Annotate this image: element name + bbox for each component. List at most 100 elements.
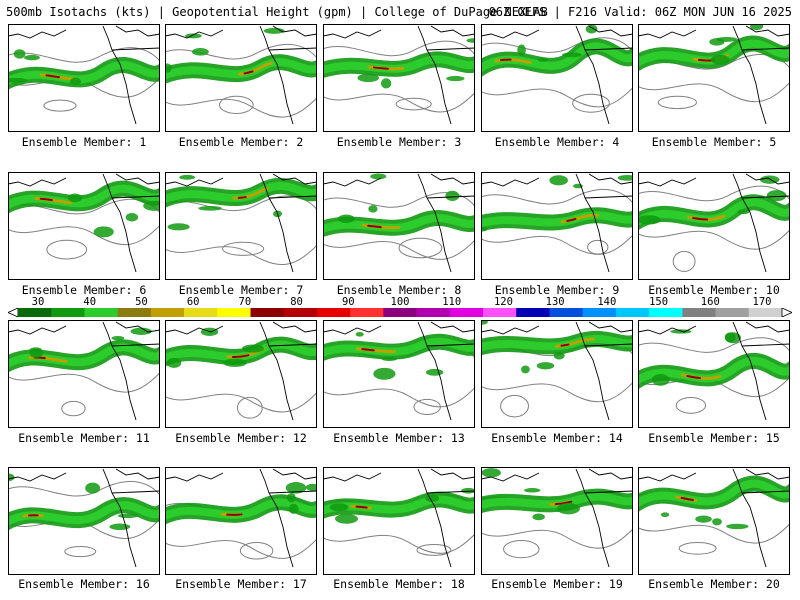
isotach-jet xyxy=(638,175,790,231)
colorbar-swatch xyxy=(117,308,152,317)
ensemble-panel-14 xyxy=(481,320,633,428)
colorbar-swatch xyxy=(18,308,52,317)
coastlines xyxy=(165,25,317,125)
height-contours xyxy=(323,40,475,113)
ensemble-member-label: Ensemble Member: 1 xyxy=(21,135,147,149)
height-contours xyxy=(323,192,475,260)
title-right: 06Z GEFS | F216 Valid: 06Z MON JUN 16 20… xyxy=(488,5,792,19)
coastlines xyxy=(638,321,790,421)
map-plot xyxy=(323,24,475,132)
coastlines xyxy=(323,25,475,125)
ensemble-panel-20 xyxy=(638,467,790,575)
ensemble-member-label: Ensemble Member: 4 xyxy=(494,135,620,149)
ensemble-member-label: Ensemble Member: 19 xyxy=(491,577,623,591)
isotach-jet xyxy=(165,174,317,231)
colorbar-tick-label: 80 xyxy=(290,296,303,308)
ensemble-member-label: Ensemble Member: 9 xyxy=(494,283,620,297)
ensemble-member-label: Ensemble Member: 18 xyxy=(333,577,465,591)
colorbar-swatch xyxy=(416,308,451,317)
ensemble-panel-7 xyxy=(165,172,317,280)
isotach-jet xyxy=(481,174,633,232)
colorbar-swatch xyxy=(250,308,285,317)
ensemble-panel-12 xyxy=(165,320,317,428)
isotach-jet xyxy=(165,482,317,525)
colorbar-tick-label: 60 xyxy=(186,296,200,308)
coastlines xyxy=(481,173,633,273)
coastlines xyxy=(8,321,160,421)
colorbar-tick-label: 30 xyxy=(31,296,45,308)
map-plot xyxy=(165,24,317,132)
ensemble-member-label: Ensemble Member: 5 xyxy=(651,135,777,149)
colorbar-tick-label: 110 xyxy=(442,296,462,308)
ensemble-panel-13 xyxy=(323,320,475,428)
map-plot xyxy=(8,320,160,428)
ensemble-member-label: Ensemble Member: 10 xyxy=(648,283,780,297)
colorbar-swatch xyxy=(84,308,118,317)
colorbar-swatch xyxy=(217,308,251,317)
colorbar-swatch xyxy=(483,308,517,317)
ensemble-member-label: Ensemble Member: 17 xyxy=(175,577,307,591)
height-contours xyxy=(8,47,160,112)
colorbar-tick-label: 100 xyxy=(390,296,410,308)
isotach-jet xyxy=(638,329,790,390)
coastlines xyxy=(323,468,475,568)
map-plot xyxy=(638,172,790,280)
ensemble-panel-8 xyxy=(323,172,475,280)
map-plot xyxy=(8,172,160,280)
height-contours xyxy=(481,188,633,255)
ensemble-member-label: Ensemble Member: 16 xyxy=(18,577,150,591)
map-plot xyxy=(481,172,633,280)
map-plot xyxy=(481,24,633,132)
ensemble-panel-2 xyxy=(165,24,317,132)
ensemble-panel-19 xyxy=(481,467,633,575)
colorbar-tick-label: 150 xyxy=(649,296,669,308)
isotach-jet xyxy=(481,24,633,78)
colorbar-swatch xyxy=(184,308,218,317)
colorbar-tick-label: 130 xyxy=(545,296,565,308)
coastlines xyxy=(638,173,790,273)
isotach-jet xyxy=(8,473,160,531)
coastlines xyxy=(165,173,317,273)
isotach-jet xyxy=(323,38,475,89)
colorbar-swatch xyxy=(350,308,384,317)
colorbar-swatch xyxy=(383,308,417,317)
map-plot xyxy=(323,320,475,428)
map-plot xyxy=(638,24,790,132)
colorbar-swatch xyxy=(682,308,716,317)
ensemble-member-label: Ensemble Member: 14 xyxy=(491,431,623,445)
colorbar-tick-label: 40 xyxy=(83,296,97,308)
colorbar-swatch xyxy=(516,308,550,317)
coastlines xyxy=(481,321,633,421)
ensemble-member-label: Ensemble Member: 8 xyxy=(336,283,462,297)
colorbar-swatch xyxy=(51,308,85,317)
map-plot xyxy=(165,172,317,280)
coastlines xyxy=(8,468,160,568)
isotach-jet xyxy=(8,327,160,373)
ensemble-member-label: Ensemble Member: 2 xyxy=(178,135,304,149)
ensemble-panel-4 xyxy=(481,24,633,132)
coastlines xyxy=(323,321,475,421)
colorbar-swatch xyxy=(715,308,750,317)
height-contours xyxy=(638,185,790,272)
ensemble-member-label: Ensemble Member: 13 xyxy=(333,431,465,445)
map-plot xyxy=(638,467,790,575)
coastlines xyxy=(481,25,633,125)
colorbar-swatch xyxy=(549,308,583,317)
ensemble-panel-5 xyxy=(638,24,790,132)
map-plot xyxy=(481,467,633,575)
colorbar-swatch xyxy=(283,308,318,317)
title-left: 500mb Isotachs (kts) | Geopotential Heig… xyxy=(6,5,548,19)
isotach-jet xyxy=(481,468,633,521)
map-plot xyxy=(323,467,475,575)
colorbar-swatch xyxy=(615,308,650,317)
colorbar-swatch xyxy=(649,308,683,317)
map-plot xyxy=(165,467,317,575)
colorbar-max-arrow xyxy=(781,308,792,317)
map-plot xyxy=(323,172,475,280)
ensemble-panel-9 xyxy=(481,172,633,280)
colorbar-swatch xyxy=(449,308,484,317)
height-contours xyxy=(481,37,633,113)
colorbar-swatch xyxy=(150,308,185,317)
coastlines xyxy=(323,173,475,273)
map-plot xyxy=(638,320,790,428)
